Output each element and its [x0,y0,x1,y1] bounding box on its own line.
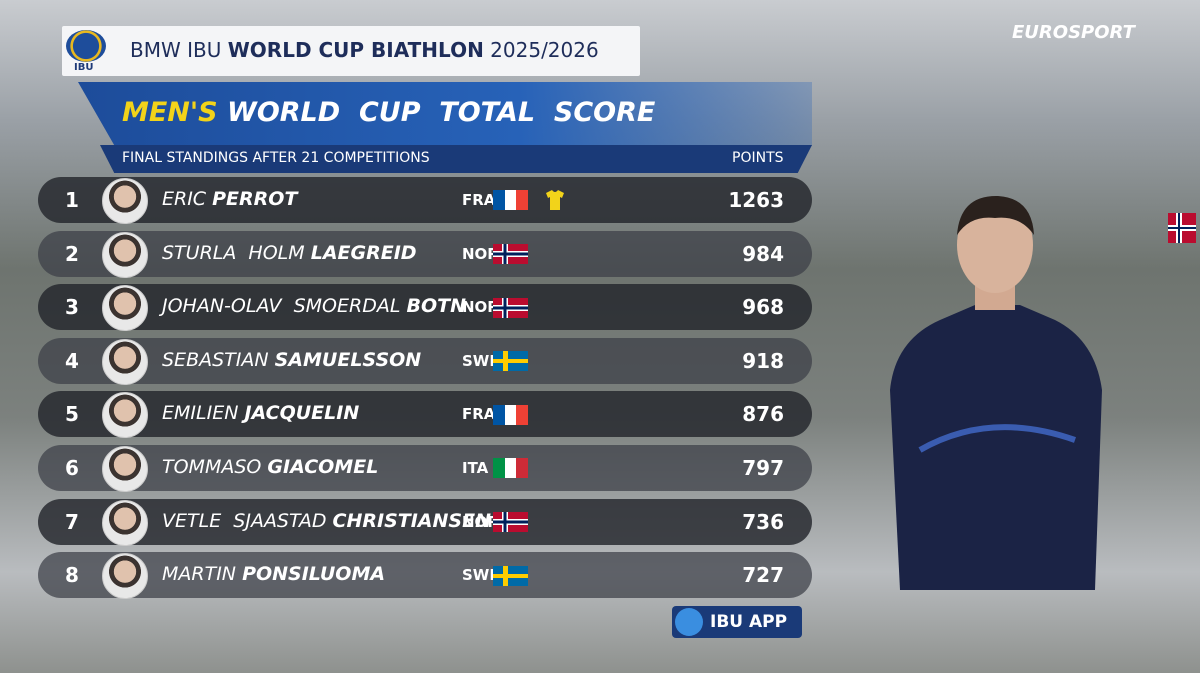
country-code: SWE [462,566,500,585]
first-name: TOMMASO [162,456,262,478]
last-name: SAMUELSSON [274,348,422,371]
athlete-name: ERIC PERROT [162,188,297,210]
points: 984 [742,241,784,266]
flag [493,351,528,371]
last-name: PERROT [212,188,298,210]
athlete-avatar [102,338,148,385]
first-name: JOHAN-OLAV SMOERDAL [162,295,401,318]
athlete-name: VETLE SJAASTAD CHRISTIANSEN [162,510,491,532]
title-banner [78,82,812,146]
country-code: FRA [462,405,496,424]
first-name: SEBASTIAN [162,348,269,371]
app-label: IBU APP [710,612,788,632]
athlete-avatar [102,446,148,492]
standing-row: 8 MARTIN PONSILUOMA SWE 727 [38,552,812,600]
flag [493,405,528,425]
first-name: EMILIEN [162,402,239,425]
points: 797 [742,456,784,480]
subtitle: FINAL STANDINGS AFTER 21 COMPETITIONS [122,150,430,166]
country-code: FRA [462,191,496,209]
rank: 7 [65,509,79,534]
rank: 1 [65,188,79,212]
country-code: ITA [462,459,489,477]
athlete-avatar [102,392,148,439]
standing-row: 3 JOHAN-OLAV SMOERDAL BOTN NOR 968 [38,284,812,332]
first-name: VETLE SJAASTAD [162,509,327,532]
athlete-avatar [102,178,148,224]
country-code: SWE [462,351,500,370]
country-code: NOR [462,512,499,531]
standing-row: 4 SEBASTIAN SAMUELSSON SWE 918 [38,337,812,385]
season: 2025/2026 [490,38,599,62]
title-main: WORLD CUP TOTAL SCORE [227,97,656,128]
flag [493,566,528,586]
rank: 5 [65,402,79,427]
flag [493,458,528,478]
points: 918 [742,348,784,373]
first-name: STURLA HOLM [162,241,305,264]
athlete-avatar [102,285,148,332]
country-code: NOR [462,244,499,263]
athlete-name: SEBASTIAN SAMUELSSON [162,349,421,371]
rank: 6 [65,456,79,480]
last-name: BOTN [406,295,466,318]
athlete-name: STURLA HOLM LAEGREID [162,242,417,264]
rank: 4 [65,348,79,373]
flag-pole [1168,213,1196,243]
rank: 2 [65,241,79,266]
series-prefix: BMW IBU [130,38,222,62]
standing-row: 1 ERIC PERROT FRA 1263 [38,177,812,224]
athlete-name: MARTIN PONSILUOMA [162,563,385,585]
yellow-jersey [546,190,564,210]
broadcaster-logo: EUROSPORT [1012,22,1135,43]
athlete-photo [890,195,1102,590]
subtitle-bar [100,145,812,173]
first-name: ERIC [162,188,207,210]
standing-row: 7 VETLE SJAASTAD CHRISTIANSEN NOR 736 [38,498,812,546]
flag [493,190,528,210]
logo-text: IBU [74,62,94,73]
series-banner [62,26,640,76]
athlete-name: TOMMASO GIACOMEL [162,456,378,478]
series-title: BMW IBU WORLD CUP BIATHLON 2025/2026 [130,38,599,62]
title-gender: MEN'S [122,97,218,128]
standing-row: 5 EMILIEN JACQUELIN FRA 876 [38,391,812,439]
points: 736 [742,509,784,534]
points: 968 [742,295,784,320]
athlete-name: JOHAN-OLAV SMOERDAL BOTN [162,295,466,317]
country-code: NOR [462,298,499,317]
last-name: LAEGREID [310,241,417,264]
points-header: POINTS [732,150,784,166]
points: 876 [742,402,784,427]
points: 1263 [728,188,784,212]
athlete-avatar [102,499,148,546]
last-name: CHRISTIANSEN [332,509,491,532]
series-name: WORLD CUP BIATHLON [227,38,484,62]
first-name: MARTIN [162,563,237,586]
last-name: JACQUELIN [244,402,360,425]
last-name: PONSILUOMA [242,563,386,586]
flag [493,244,528,264]
flag [493,298,528,318]
points: 727 [742,563,784,588]
standing-row: 2 STURLA HOLM LAEGREID NOR 984 [38,230,812,278]
athlete-name: EMILIEN JACQUELIN [162,402,359,424]
athlete-avatar [102,553,148,600]
rank: 8 [65,563,79,588]
app-icon [675,608,703,636]
ibu-logo [66,30,106,62]
rank: 3 [65,295,79,320]
standing-row: 6 TOMMASO GIACOMEL ITA 797 [38,445,812,492]
flag [493,512,528,532]
title: MEN'S WORLD CUP TOTAL SCORE [122,97,655,128]
athlete-avatar [102,231,148,278]
last-name: GIACOMEL [267,456,379,478]
